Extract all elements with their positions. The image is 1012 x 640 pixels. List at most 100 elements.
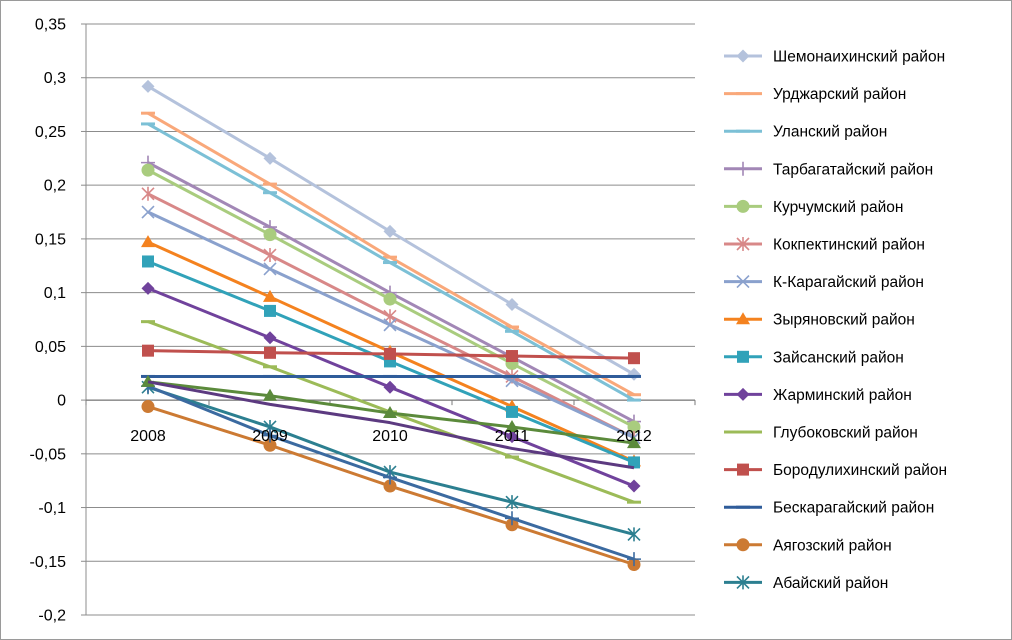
legend-label: Жарминский район: [773, 387, 912, 404]
legend-label: Бородулихинский район: [773, 462, 947, 479]
data-point: [264, 346, 276, 359]
x-tick-label: 2011: [495, 428, 530, 445]
legend-label: Уланский район: [773, 124, 887, 141]
data-point: [627, 420, 641, 434]
data-point: [505, 297, 519, 311]
y-tick-label: 0: [57, 393, 66, 410]
y-tick-label: 0,35: [35, 17, 66, 34]
data-point: [383, 292, 397, 306]
data-point: [384, 347, 396, 360]
series-4: [141, 163, 641, 434]
series-2: [141, 122, 641, 402]
legend-label: Бескарагайский район: [773, 500, 934, 517]
legend-entry: Аягозский район: [724, 537, 892, 554]
series-8: [142, 255, 640, 469]
legend-marker: [736, 575, 750, 590]
data-point: [141, 79, 155, 93]
legend-entry: Бородулихинский район: [724, 462, 947, 479]
data-point: [263, 388, 277, 401]
series-11: [142, 344, 640, 365]
legend-entry: К-Карагайский район: [724, 274, 924, 291]
legend-marker: [736, 199, 750, 213]
legend-entry: Шемонаихинский район: [724, 49, 945, 66]
y-tick-label: 0,1: [44, 285, 66, 302]
legend-label: Тарбагатайский район: [773, 161, 933, 178]
legend-label: К-Карагайский район: [773, 274, 924, 291]
legend-marker: [737, 350, 749, 363]
data-point: [383, 470, 397, 485]
y-tick-label: 0,15: [35, 231, 66, 248]
data-point: [627, 436, 641, 449]
data-point: [383, 318, 397, 332]
legend-label: Глубоковский район: [773, 425, 918, 442]
legend-entry: Кокпектинский район: [724, 237, 925, 254]
data-point: [263, 151, 277, 165]
legend-marker: [736, 312, 750, 325]
legend-label: Зыряновский район: [773, 312, 915, 329]
data-point: [263, 228, 277, 242]
y-tick-label: -0,2: [38, 608, 66, 625]
legend-label: Абайский район: [773, 575, 888, 592]
data-point: [627, 479, 641, 493]
y-tick-label: 0,3: [44, 70, 66, 87]
data-point: [142, 344, 154, 357]
legend-entry: Урджарский район: [724, 86, 906, 103]
data-point: [263, 289, 277, 302]
data-point: [263, 262, 277, 276]
data-point: [263, 438, 277, 452]
data-point: [505, 495, 519, 510]
x-tick-label: 2008: [130, 428, 166, 445]
legend-marker: [736, 538, 750, 552]
legend-entry: Зайсанский район: [724, 349, 904, 366]
data-point: [506, 405, 518, 418]
data-point: [263, 248, 277, 263]
data-point: [506, 350, 518, 363]
series-6: [141, 205, 641, 445]
data-point: [142, 255, 154, 268]
series-9: [141, 281, 641, 493]
legend-entry: Жарминский район: [724, 387, 912, 404]
legend-label: Кокпектинский район: [773, 237, 925, 254]
data-point: [141, 163, 155, 177]
data-point: [263, 331, 277, 345]
legend-marker: [736, 161, 750, 176]
y-tick-label: -0,1: [38, 500, 66, 517]
legend-label: Аягозский район: [773, 537, 892, 554]
data-point: [627, 367, 641, 381]
legend-label: Урджарский район: [773, 86, 906, 103]
data-point: [141, 281, 155, 295]
data-point: [505, 511, 519, 526]
data-point: [627, 552, 641, 567]
legend-entry: Уланский район: [724, 124, 887, 141]
series-17: [147, 380, 635, 470]
data-point: [141, 400, 155, 414]
legend-marker: [737, 463, 749, 476]
y-tick-label: -0,05: [30, 446, 67, 463]
legend-entry: Бескарагайский район: [724, 500, 934, 517]
data-point: [505, 419, 519, 432]
legend-entry: Абайский район: [724, 575, 888, 592]
series-0: [141, 79, 641, 381]
data-point: [263, 428, 277, 443]
data-point: [628, 352, 640, 365]
y-tick-label: 0,2: [44, 178, 66, 195]
legend-marker: [736, 49, 750, 63]
legend-marker: [736, 275, 750, 289]
legend-label: Курчумский район: [773, 199, 903, 216]
data-point: [141, 205, 155, 219]
data-point: [264, 304, 276, 317]
series-1: [141, 111, 641, 397]
legend-marker: [736, 387, 750, 401]
x-tick-label: 2009: [252, 428, 288, 445]
y-tick-label: -0,15: [30, 554, 67, 571]
series-13: [141, 400, 641, 571]
data-point: [505, 430, 519, 444]
data-point: [383, 380, 397, 394]
x-tick-label: 2010: [372, 428, 408, 445]
series-line: [147, 380, 635, 470]
data-point: [628, 456, 640, 469]
legend-label: Зайсанский район: [773, 349, 904, 366]
x-tick-label: 2012: [616, 428, 652, 445]
plot-area: 0,35 0,3 0,25 0,2 0,15 0,1 0,05 0 -0,05 -0,1 -0,15…: [30, 17, 696, 625]
